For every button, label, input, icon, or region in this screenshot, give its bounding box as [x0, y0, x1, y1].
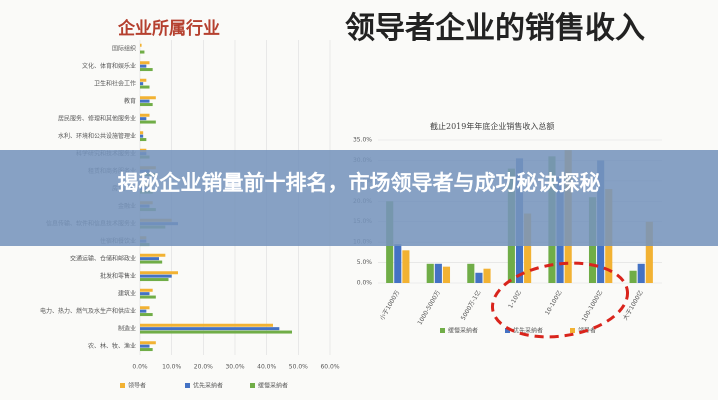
bar [140, 313, 153, 317]
x-tick-label: 30.0% [225, 364, 244, 371]
bar [140, 82, 144, 86]
bar [629, 270, 637, 283]
bar [645, 221, 653, 283]
bar [140, 278, 169, 282]
x-tick-label: 0.0% [132, 364, 148, 371]
banner: 揭秘企业销量前十排名，市场领导者与成功秘诀探秘 [0, 150, 718, 246]
bar [140, 330, 292, 334]
bar [140, 96, 156, 100]
x-tick-label: 10-100亿 [543, 289, 564, 317]
legend-swatch [440, 328, 445, 333]
bar [140, 85, 150, 89]
x-tick-label: 5000万-1亿 [459, 289, 483, 322]
y-tick-label: 交通运输、仓储和邮政业 [70, 254, 136, 262]
bar [140, 138, 147, 142]
bar [140, 292, 150, 296]
legend-swatch [120, 383, 125, 388]
x-tick-label: 20.0% [194, 364, 213, 371]
x-tick-label: 40.0% [257, 364, 276, 371]
legend-swatch [185, 383, 190, 388]
bar [140, 134, 144, 138]
bar [140, 306, 150, 310]
bar [402, 250, 410, 283]
x-tick-label: 10.0% [162, 364, 181, 371]
bar [140, 78, 147, 82]
bar [140, 274, 172, 278]
x-tick-label: 50.0% [289, 364, 308, 371]
bar [475, 272, 483, 283]
bar [637, 263, 645, 283]
bar [140, 43, 142, 47]
x-tick-label: 大于1000亿 [621, 289, 645, 322]
bar [140, 64, 147, 68]
bar [483, 268, 491, 283]
x-tick-label: 小于1000万 [378, 289, 402, 322]
bar [140, 103, 153, 107]
legend-swatch [570, 328, 575, 333]
bar [140, 260, 163, 264]
y-tick-label: 建筑业 [118, 289, 136, 297]
legend-swatch [250, 383, 255, 388]
y-tick-label: 35.0% [353, 137, 372, 144]
bar [426, 263, 434, 283]
y-tick-label: 0.0% [357, 280, 373, 287]
bar [394, 244, 402, 283]
y-tick-label: 制造业 [118, 324, 136, 332]
y-tick-label: 文化、体育和娱乐业 [82, 62, 136, 70]
y-tick-label: 电力、热力、燃气及水生产和供应业 [40, 307, 136, 315]
bar [467, 263, 475, 283]
right-chart-title: 领导者企业的销售收入 [345, 11, 645, 46]
bar [140, 257, 159, 261]
left-chart-title: 企业所属行业 [118, 19, 220, 39]
bar [140, 295, 156, 299]
y-tick-label: 居民服务、修理和其他服务业 [58, 114, 136, 122]
y-tick-label: 农、林、牧、渔业 [88, 342, 136, 350]
legend-label: 优先采纳者 [513, 327, 543, 335]
bar [140, 327, 280, 331]
bar [140, 253, 166, 257]
bar [524, 213, 532, 283]
bar [140, 271, 178, 275]
y-tick-label: 5.0% [357, 259, 373, 266]
bar [140, 50, 145, 54]
bar [140, 117, 147, 121]
legend-label: 优先采纳者 [193, 382, 223, 390]
bar [434, 263, 442, 283]
bar [140, 68, 153, 72]
bar [140, 341, 156, 345]
legend-label: 领导者 [128, 382, 146, 390]
x-tick-label: 60.0% [320, 364, 339, 371]
y-tick-label: 教育 [124, 97, 136, 105]
bar [140, 323, 273, 327]
bar [140, 344, 150, 348]
y-tick-label: 批发和零售业 [100, 272, 136, 280]
y-tick-label: 国际组织 [112, 44, 136, 52]
y-tick-label: 卫生和社会工作 [94, 79, 136, 87]
legend-label: 缓慢采纳者 [448, 327, 478, 335]
bar [140, 99, 150, 103]
bar [140, 113, 150, 117]
bar [140, 61, 150, 65]
x-tick-label: 1-10亿 [506, 289, 523, 310]
legend-swatch [505, 328, 510, 333]
x-tick-label: 1000-5000万 [416, 289, 441, 326]
right-chart-subtitle: 截止2019年年底企业销售收入总额 [430, 122, 555, 131]
x-tick-label: 100-1000亿 [580, 289, 604, 323]
legend-label: 缓慢采纳者 [258, 382, 288, 390]
banner-title: 揭秘企业销量前十排名，市场领导者与成功秘诀探秘 [117, 171, 601, 195]
bar [140, 348, 153, 352]
y-tick-label: 水利、环境和公共设施管理业 [58, 132, 136, 140]
bar [140, 288, 153, 292]
bar [442, 266, 451, 283]
bar [140, 120, 156, 124]
bar [140, 131, 144, 135]
bar [140, 309, 147, 313]
highlight-ellipse [490, 261, 630, 339]
